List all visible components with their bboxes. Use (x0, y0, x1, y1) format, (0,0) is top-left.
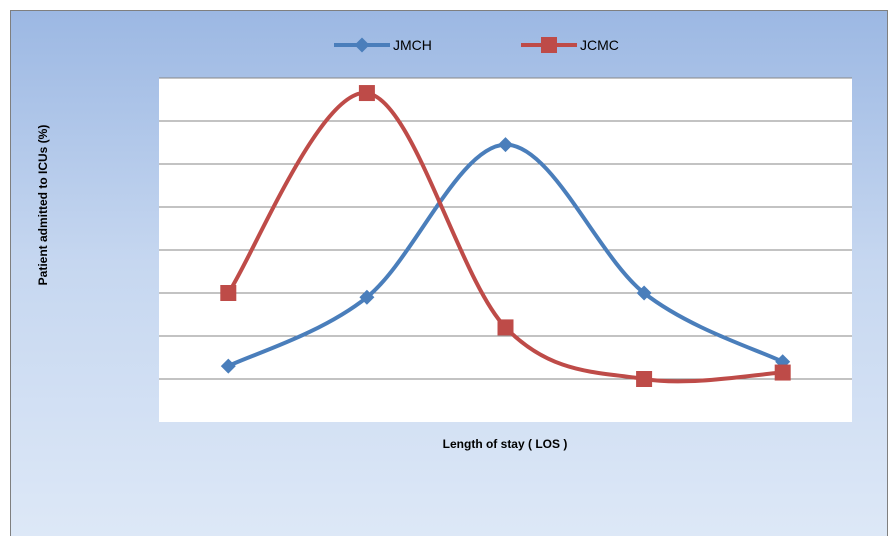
data-point-jmch (220, 358, 236, 374)
x-axis-title: Length of stay ( LOS ) (443, 437, 568, 451)
data-point-jcmc (220, 285, 237, 301)
series-jmch (220, 137, 791, 374)
series-jcmc (220, 85, 791, 387)
legend-label-jcmc: JCMC (580, 37, 619, 53)
series-layer (220, 85, 791, 387)
chart-svg: JMCH JCMC Length of stay ( LOS ) Patient … (36, 37, 852, 451)
legend-marker-jmch (354, 37, 370, 53)
data-point-jcmc (497, 319, 514, 336)
data-point-jmch (359, 289, 375, 305)
legend-item-jmch: JMCH (334, 37, 432, 53)
data-point-jcmc (358, 85, 375, 102)
legend-label-jmch: JMCH (393, 37, 432, 53)
data-point-jcmc (774, 364, 791, 381)
data-point-jmch (498, 137, 513, 153)
legend-marker-jcmc (541, 37, 557, 53)
gridlines (159, 77, 852, 380)
legend-item-jcmc: JCMC (521, 37, 619, 53)
legend: JMCH JCMC (334, 37, 619, 53)
data-point-jcmc (636, 371, 653, 387)
chart-area: JMCH JCMC Length of stay ( LOS ) Patient … (10, 10, 888, 536)
series-line-jcmc (226, 91, 785, 384)
y-axis-title: Patient admitted to ICUs (%) (36, 125, 50, 286)
data-point-jmch (636, 285, 652, 301)
